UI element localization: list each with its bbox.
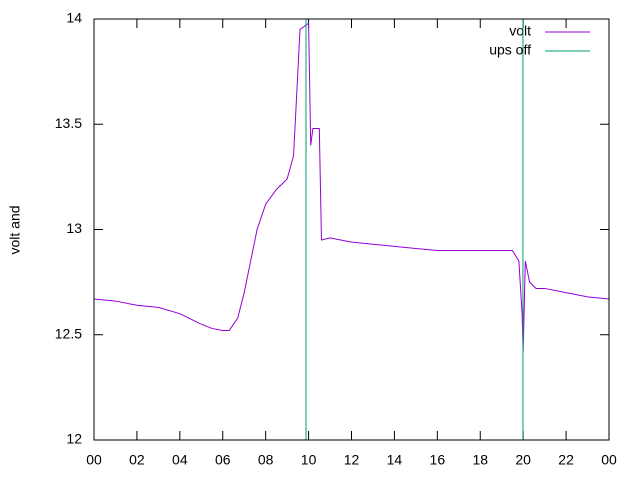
y-tick-label: 13 xyxy=(66,220,82,236)
x-tick-label: 12 xyxy=(344,452,360,468)
legend-label: ups off xyxy=(489,42,531,58)
legend-label: volt xyxy=(509,23,531,39)
x-tick-label: 22 xyxy=(558,452,574,468)
plot-border xyxy=(93,18,610,441)
x-tick-label: 10 xyxy=(301,452,317,468)
y-axis-label: volt and xyxy=(7,205,23,254)
x-tick-label: 06 xyxy=(215,452,231,468)
data-line xyxy=(93,22,610,352)
y-tick-label: 12 xyxy=(66,431,82,447)
x-tick-label: 02 xyxy=(129,452,145,468)
x-tick-label: 18 xyxy=(472,452,488,468)
x-tick-label: 20 xyxy=(515,452,531,468)
x-tick-label: 00 xyxy=(86,452,102,468)
x-tick-label: 14 xyxy=(387,452,403,468)
x-tick-label: 00 xyxy=(601,452,617,468)
x-tick-label: 16 xyxy=(430,452,446,468)
data-line xyxy=(305,19,524,440)
x-tick-label: 04 xyxy=(172,452,188,468)
y-tick-label: 12.5 xyxy=(55,325,82,341)
y-tick-label: 14 xyxy=(66,10,82,26)
y-tick-label: 13.5 xyxy=(55,115,82,131)
x-tick-label: 08 xyxy=(258,452,274,468)
